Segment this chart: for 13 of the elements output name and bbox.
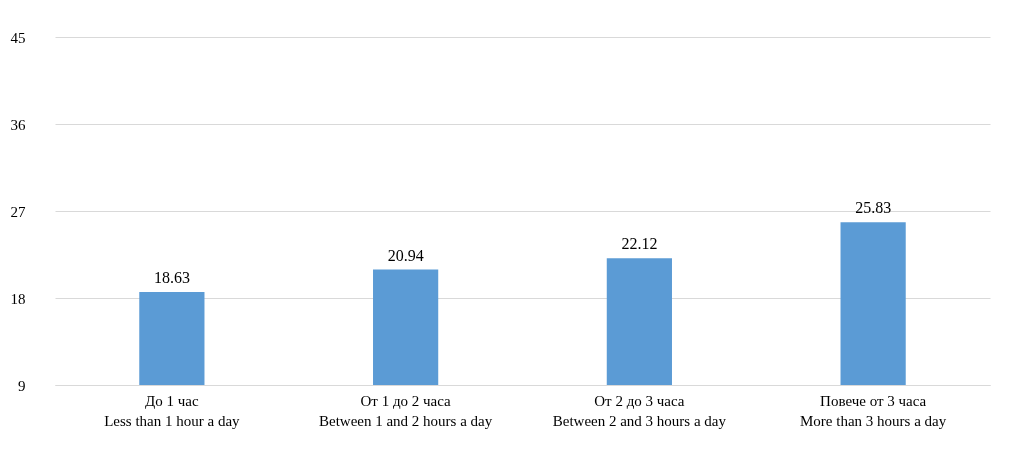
y-tick-label: 27 (10, 203, 26, 220)
data-label: 22.12 (621, 235, 658, 253)
x-tick-label: От 1 до 2 часа Between 1 and 2 hours a day (318, 392, 493, 429)
y-tick-label: 9 (18, 377, 26, 394)
data-label: 20.94 (387, 246, 424, 264)
x-tick-label: От 2 до 3 часа Between 2 and 3 hours a day (552, 392, 727, 429)
x-tick-label: Повече от 3 часа More than 3 hours a day (800, 392, 947, 429)
data-label: 25.83 (855, 199, 892, 217)
y-tick-label: 36 (10, 116, 26, 133)
y-tick-label: 45 (10, 29, 26, 46)
data-label: 18.63 (153, 268, 190, 286)
x-tick-label: До 1 час Less than 1 hour a day (104, 392, 241, 429)
y-tick-label: 18 (10, 290, 26, 307)
